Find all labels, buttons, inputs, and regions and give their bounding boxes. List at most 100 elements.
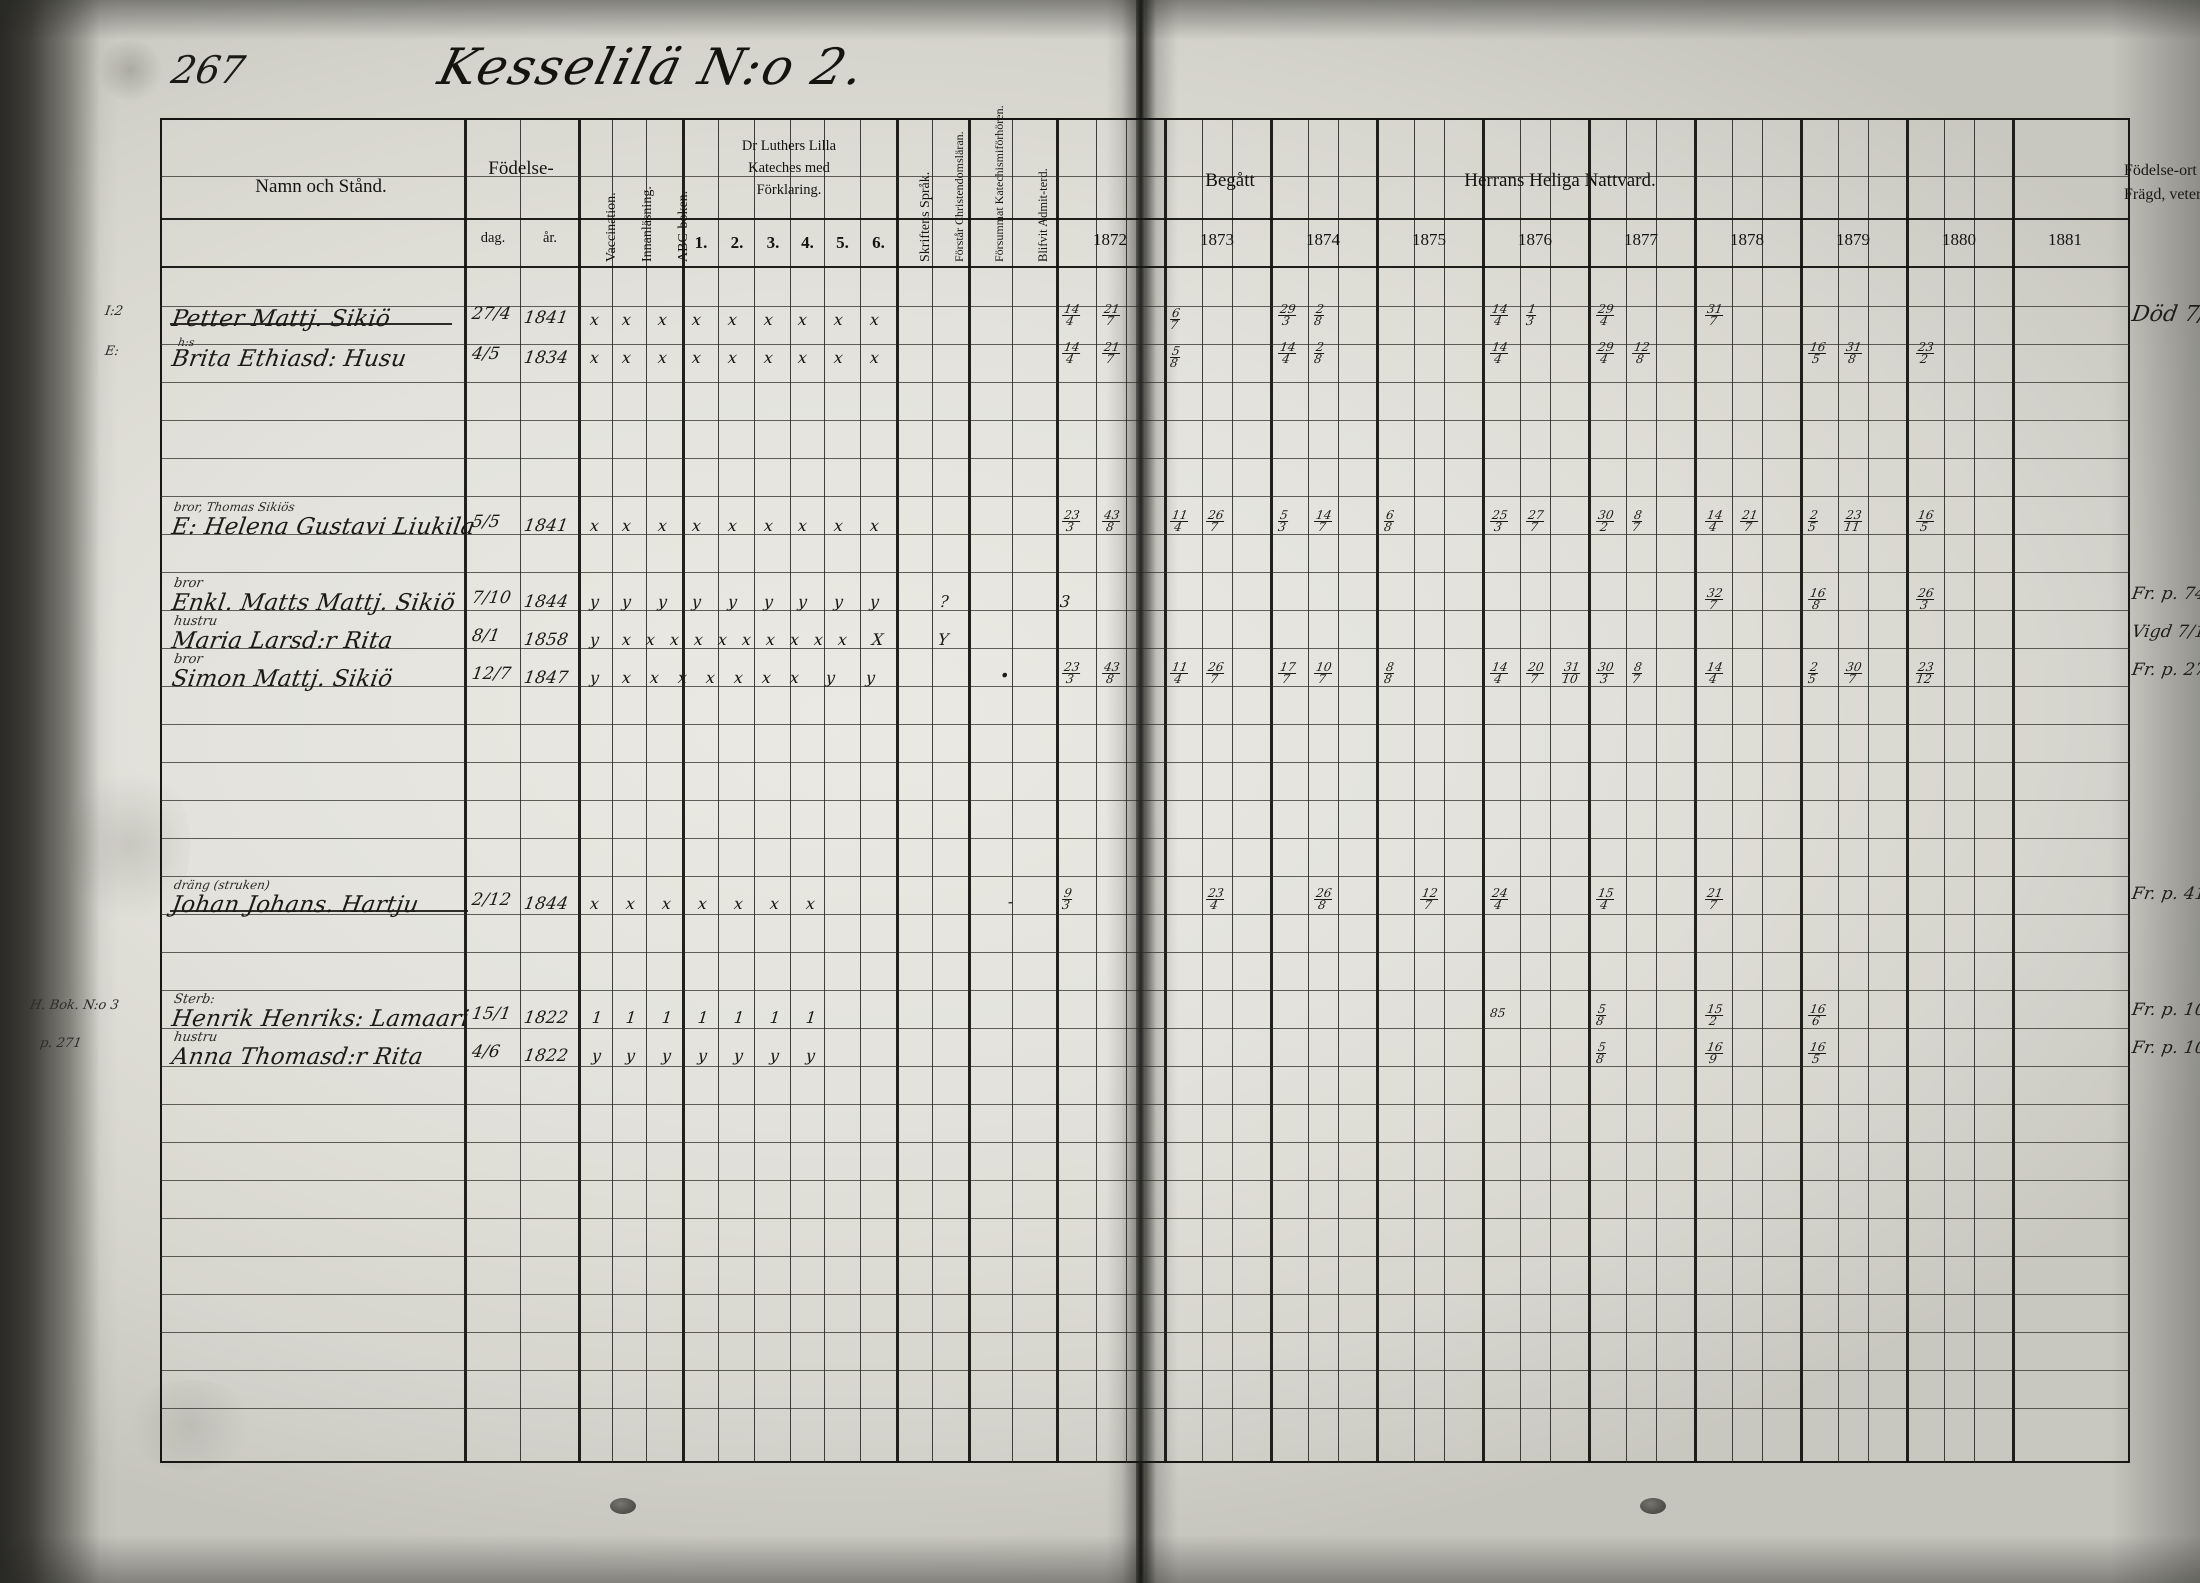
col-rule (1202, 118, 1204, 1463)
row-relation: hustru (172, 614, 219, 629)
row-rule (160, 1332, 2130, 1334)
row-birth-day: 27/4 (470, 304, 513, 324)
row-relation: bror (172, 652, 204, 667)
row-birth-day: 7/10 (470, 588, 513, 608)
row-rule (160, 1066, 2130, 1068)
row-notes: Fr. p. 413. Förel. 22/4 1878, p. 495 Til… (2130, 884, 2200, 904)
row-rule (160, 990, 2130, 992)
page-title-handwritten: Kesselilä N:o 2. (432, 38, 872, 96)
header-catechism-5: 5. (836, 233, 849, 252)
row-vaccination: y (589, 592, 601, 611)
row-birth-year: 1844 (522, 894, 570, 914)
row-birth-year: 1841 (522, 308, 570, 328)
row-rule (160, 1408, 2130, 1410)
col-rule (860, 118, 862, 1463)
col-rule (1626, 118, 1628, 1463)
row-birth-year: 1858 (522, 630, 570, 650)
header-year-1877: 1877 (1624, 230, 1658, 249)
hole-punch-mark (1640, 1498, 1666, 1514)
col-rule (1732, 118, 1734, 1463)
header-vaccination: Vaccination. (604, 192, 619, 262)
col-rule (1762, 118, 1764, 1463)
header-catechism-6: 6. (872, 233, 885, 252)
col-rule (2012, 118, 2015, 1463)
header-year-1878: 1878 (1730, 230, 1764, 249)
col-rule (1056, 118, 1059, 1463)
row-rule (160, 1180, 2130, 1182)
col-rule (1944, 118, 1946, 1463)
col-rule (1444, 118, 1446, 1463)
row-margin-note: E: (103, 344, 121, 359)
strikethrough (170, 910, 468, 912)
row-name: Petter Mattj. Sikiö (169, 306, 393, 332)
header-forsummat-katechismiforhoren: Försummat Katechismiförhören. (992, 105, 1006, 262)
col-rule (968, 118, 971, 1463)
row-rule (160, 876, 2130, 878)
col-rule (520, 118, 522, 1463)
col-rule (1588, 118, 1591, 1463)
row-margin-note: H. Bok. N:o 3 (28, 998, 120, 1013)
header-catechism-1: 1. (694, 233, 708, 252)
header-catechism-4: 4. (801, 233, 814, 252)
header-year-1880: 1880 (1942, 230, 1976, 249)
col-rule (1520, 118, 1522, 1463)
col-rule (1096, 118, 1098, 1463)
row-rule (160, 1218, 2130, 1220)
header-bottom-rule (160, 266, 2130, 269)
row-rule (160, 724, 2130, 726)
header-begatt: Begått (1205, 170, 1255, 191)
header-notes-line1: Födelse-ort utom Församlingen, Af- och T… (2124, 162, 2200, 179)
row-birth-year: 1822 (522, 1046, 570, 1066)
header-rule (160, 218, 2130, 221)
row-vaccination: 1 (591, 1008, 604, 1027)
row-name: Brita Ethiasd: Husu (169, 346, 409, 372)
header-year-1874: 1874 (1306, 230, 1340, 249)
row-name: Johan Johans. Hartju (169, 892, 421, 918)
row-birth-day: 5/5 (470, 512, 502, 532)
row-vaccination: y (589, 630, 601, 649)
row-vaccination: y (591, 1046, 603, 1065)
row-rule (160, 496, 2130, 498)
col-rule (578, 118, 581, 1463)
row-rule (160, 420, 2130, 422)
header-catechism-2: 2. (730, 233, 744, 252)
row-margin-note: p. 271 (38, 1036, 83, 1051)
row-notes: Vigd 7/12 1879. (2130, 622, 2200, 642)
col-rule (1838, 118, 1840, 1463)
header-year-1881: 1881 (2048, 230, 2082, 249)
table-border (160, 118, 2130, 1463)
header-birth-day: dag. (480, 230, 506, 246)
row-relation: Sterb: (172, 992, 216, 1007)
row-relation: bror (172, 576, 204, 591)
header-catechism-line2: Kateches med (748, 160, 830, 176)
row-birth-day: 15/1 (470, 1004, 513, 1024)
row-rule (160, 1142, 2130, 1144)
row-birth-year: 1847 (522, 668, 570, 688)
col-rule (718, 118, 720, 1463)
header-name-and-status: Namn och Stånd. (255, 176, 387, 197)
row-name: Maria Larsd:r Rita (169, 628, 395, 654)
left-scan-edge (0, 0, 100, 1583)
header-year-1875: 1875 (1412, 230, 1446, 249)
row-name: Anna Thomasd:r Rita (169, 1044, 425, 1070)
row-birth-day: 8/1 (470, 626, 502, 646)
row-vaccination: y (589, 668, 601, 687)
row-rule (160, 838, 2130, 840)
header-rule (160, 118, 2130, 121)
row-name: Henrik Henriks: Lamaari (169, 1006, 471, 1032)
header-year-1876: 1876 (1518, 230, 1552, 249)
col-rule (1800, 118, 1803, 1463)
header-year-1873: 1873 (1200, 230, 1234, 249)
col-rule (682, 118, 685, 1463)
row-rule (160, 572, 2130, 574)
header-birth: Födelse- (488, 158, 554, 179)
row-rule (160, 1294, 2130, 1296)
row-birth-year: 1841 (522, 516, 570, 536)
header-innanlasning: Innanläsning. (640, 186, 655, 262)
row-birth-year: 1834 (522, 348, 570, 368)
header-notes-line2: Frägd, veterligt Lyte, Död, o. a. m. (2124, 186, 2200, 203)
row-rule (160, 952, 2130, 954)
row-birth-day: 12/7 (470, 664, 513, 684)
col-rule (1482, 118, 1485, 1463)
